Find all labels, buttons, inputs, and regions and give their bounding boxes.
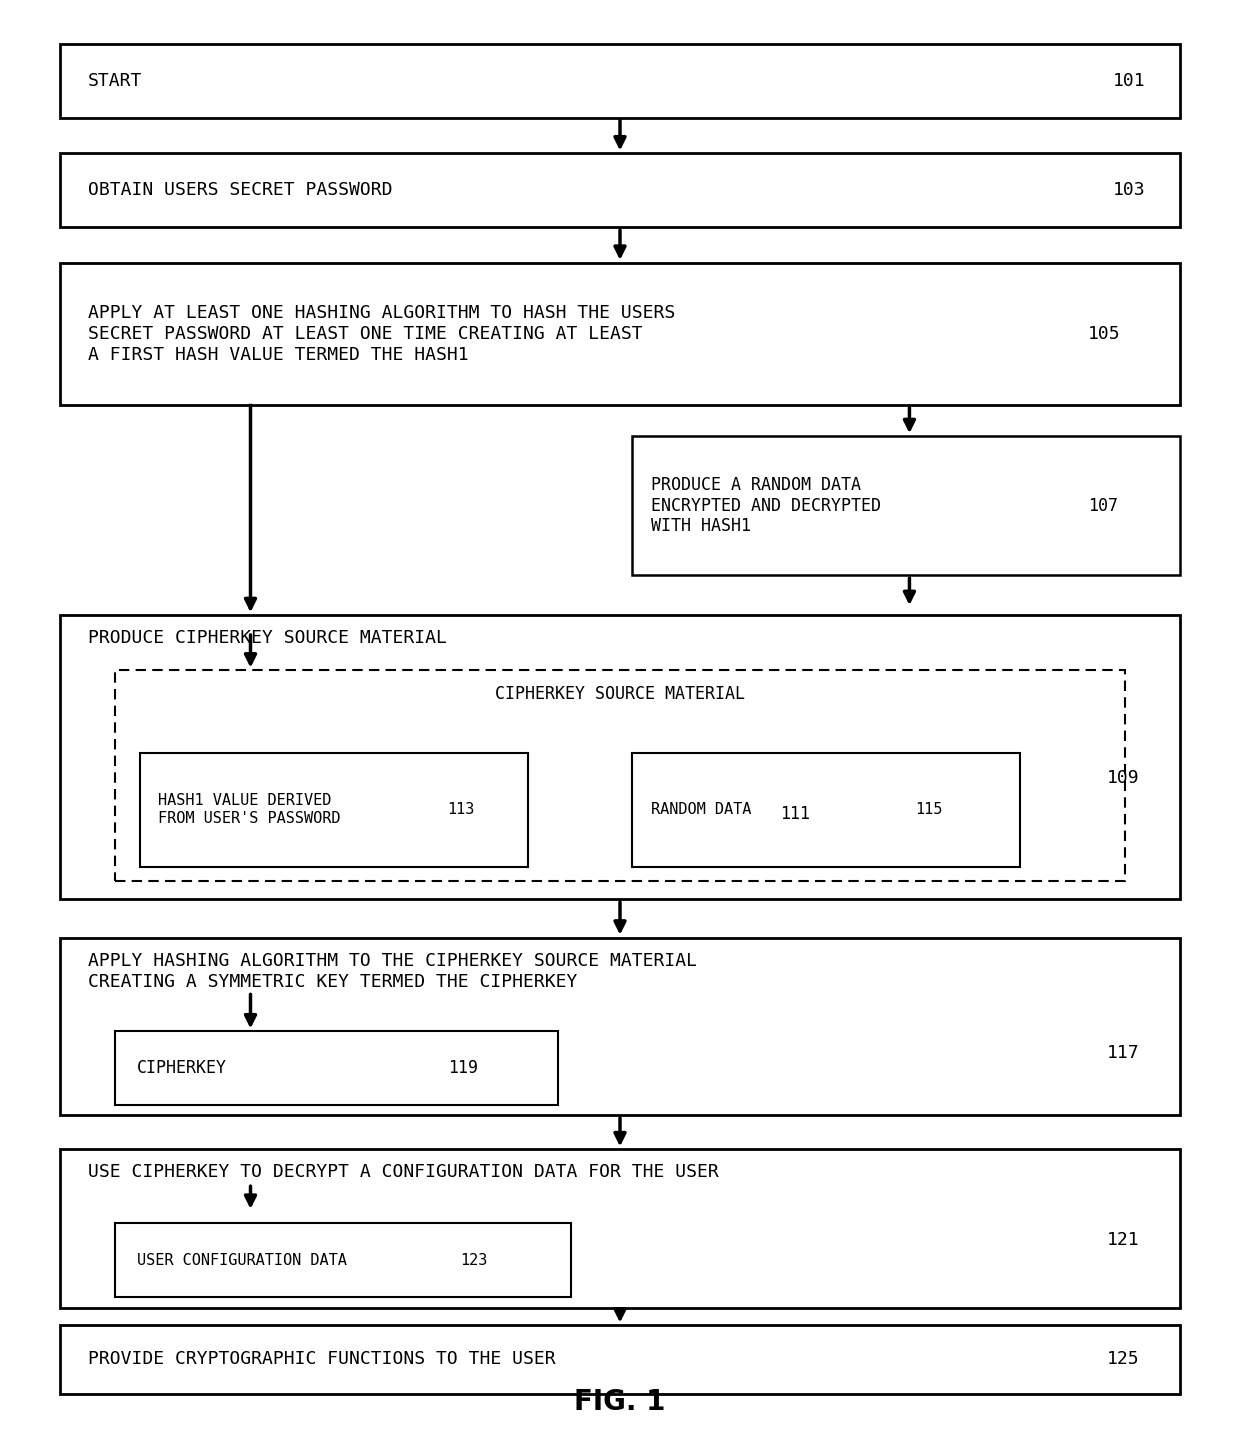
Text: PRODUCE A RANDOM DATA
ENCRYPTED AND DECRYPTED
WITH HASH1: PRODUCE A RANDOM DATA ENCRYPTED AND DECR…: [651, 476, 880, 536]
Text: 119: 119: [448, 1059, 477, 1077]
Text: FIG. 1: FIG. 1: [574, 1389, 666, 1416]
Text: 125: 125: [1106, 1350, 1140, 1369]
Text: APPLY AT LEAST ONE HASHING ALGORITHM TO HASH THE USERS
SECRET PASSWORD AT LEAST : APPLY AT LEAST ONE HASHING ALGORITHM TO …: [88, 304, 675, 363]
FancyBboxPatch shape: [632, 436, 1180, 576]
Text: 107: 107: [1087, 497, 1118, 514]
Text: OBTAIN USERS SECRET PASSWORD: OBTAIN USERS SECRET PASSWORD: [88, 181, 392, 199]
FancyBboxPatch shape: [60, 263, 1180, 404]
Text: 105: 105: [1087, 324, 1121, 343]
Text: PRODUCE CIPHERKEY SOURCE MATERIAL: PRODUCE CIPHERKEY SOURCE MATERIAL: [88, 629, 446, 647]
FancyBboxPatch shape: [632, 753, 1021, 866]
Text: CIPHERKEY: CIPHERKEY: [138, 1059, 227, 1077]
Text: 117: 117: [1106, 1043, 1140, 1062]
Text: 115: 115: [915, 802, 942, 817]
Text: 103: 103: [1112, 181, 1146, 199]
FancyBboxPatch shape: [115, 1223, 570, 1298]
Text: 109: 109: [1106, 769, 1140, 787]
Text: 113: 113: [448, 802, 475, 817]
Text: USE CIPHERKEY TO DECRYPT A CONFIGURATION DATA FOR THE USER: USE CIPHERKEY TO DECRYPT A CONFIGURATION…: [88, 1163, 719, 1182]
FancyBboxPatch shape: [60, 1149, 1180, 1309]
Text: 123: 123: [460, 1253, 487, 1268]
Text: 111: 111: [780, 805, 810, 823]
FancyBboxPatch shape: [140, 753, 528, 866]
FancyBboxPatch shape: [115, 1032, 558, 1105]
Text: USER CONFIGURATION DATA: USER CONFIGURATION DATA: [138, 1253, 347, 1268]
FancyBboxPatch shape: [60, 614, 1180, 899]
FancyBboxPatch shape: [60, 44, 1180, 117]
Text: 121: 121: [1106, 1232, 1140, 1249]
Text: RANDOM DATA: RANDOM DATA: [651, 802, 751, 817]
FancyBboxPatch shape: [115, 670, 1125, 880]
FancyBboxPatch shape: [60, 1325, 1180, 1393]
Text: CIPHERKEY SOURCE MATERIAL: CIPHERKEY SOURCE MATERIAL: [495, 684, 745, 703]
Text: APPLY HASHING ALGORITHM TO THE CIPHERKEY SOURCE MATERIAL
CREATING A SYMMETRIC KE: APPLY HASHING ALGORITHM TO THE CIPHERKEY…: [88, 952, 697, 990]
Text: 101: 101: [1112, 71, 1146, 90]
Text: PROVIDE CRYPTOGRAPHIC FUNCTIONS TO THE USER: PROVIDE CRYPTOGRAPHIC FUNCTIONS TO THE U…: [88, 1350, 556, 1369]
Text: HASH1 VALUE DERIVED
FROM USER'S PASSWORD: HASH1 VALUE DERIVED FROM USER'S PASSWORD: [159, 793, 341, 826]
Text: START: START: [88, 71, 143, 90]
FancyBboxPatch shape: [60, 153, 1180, 227]
FancyBboxPatch shape: [60, 937, 1180, 1115]
